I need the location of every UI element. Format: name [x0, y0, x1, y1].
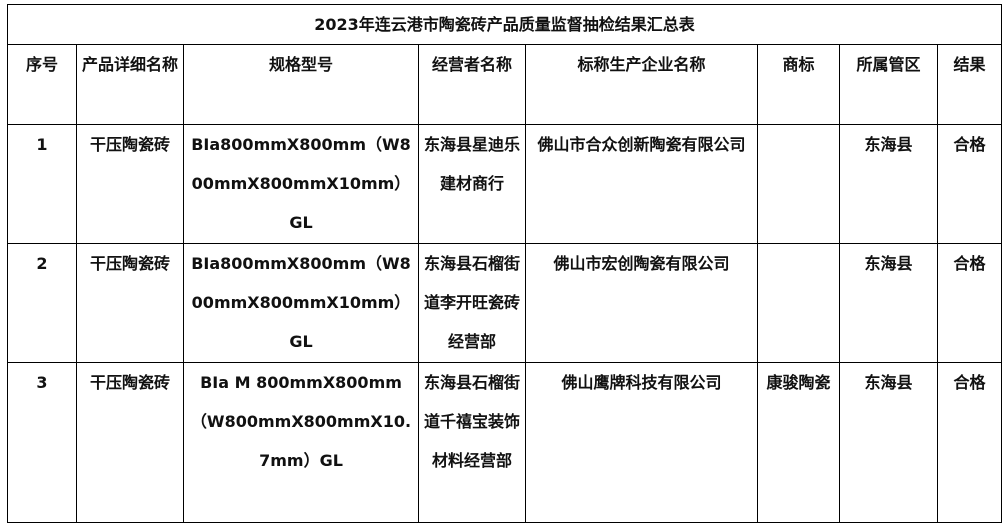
cell-district: 东海县 — [839, 243, 938, 363]
header-cell: 规格型号 — [183, 44, 419, 125]
table-row: 2 干压陶瓷砖 BIa800mmX800mm（W800mmX800mmX10mm… — [7, 243, 1003, 363]
cell-manufacturer: 佛山鹰牌科技有限公司 — [525, 362, 758, 523]
cell-spec: BIa800mmX800mm（W800mmX800mmX10mm）GL — [183, 243, 419, 363]
header-cell: 标称生产企业名称 — [525, 44, 758, 125]
header-cell: 经营者名称 — [418, 44, 526, 125]
cell-result: 合格 — [936, 243, 1003, 363]
header-cell: 结果 — [936, 44, 1003, 125]
cell-index: 1 — [7, 124, 77, 244]
cell-spec: BIa800mmX800mm（W800mmX800mmX10mm）GL — [183, 124, 419, 244]
cell-index: 2 — [7, 243, 77, 363]
cell-product: 干压陶瓷砖 — [76, 362, 184, 523]
cell-product: 干压陶瓷砖 — [76, 243, 184, 363]
cell-brand — [757, 243, 840, 363]
cell-product: 干压陶瓷砖 — [76, 124, 184, 244]
cell-seller: 东海县石榴街道李开旺瓷砖经营部 — [418, 243, 526, 363]
cell-seller: 东海县石榴街道千禧宝装饰材料经营部 — [418, 362, 526, 523]
cell-result: 合格 — [936, 124, 1003, 244]
cell-brand: 康骏陶瓷 — [757, 362, 840, 523]
cell-manufacturer: 佛山市宏创陶瓷有限公司 — [525, 243, 758, 363]
cell-manufacturer: 佛山市合众创新陶瓷有限公司 — [525, 124, 758, 244]
cell-spec: BIa M 800mmX800mm（W800mmX800mmX10.7mm）GL — [183, 362, 419, 523]
header-cell: 商标 — [757, 44, 840, 125]
cell-result: 合格 — [936, 362, 1003, 523]
cell-district: 东海县 — [839, 124, 938, 244]
cell-index: 3 — [7, 362, 77, 523]
table-row: 1 干压陶瓷砖 BIa800mmX800mm（W800mmX800mmX10mm… — [7, 124, 1003, 244]
table-row: 3 干压陶瓷砖 BIa M 800mmX800mm（W800mmX800mmX1… — [7, 362, 1003, 523]
header-cell: 所属管区 — [839, 44, 938, 125]
cell-district: 东海县 — [839, 362, 938, 523]
table-title: 2023年连云港市陶瓷砖产品质量监督抽检结果汇总表 — [6, 4, 1003, 45]
cell-seller: 东海县星迪乐建材商行 — [418, 124, 526, 244]
header-row: 序号 产品详细名称 规格型号 经营者名称 标称生产企业名称 商标 所属管区 结果 — [7, 44, 1003, 125]
cell-brand — [757, 124, 840, 244]
header-cell: 序号 — [7, 44, 77, 125]
results-table: 2023年连云港市陶瓷砖产品质量监督抽检结果汇总表 序号 产品详细名称 规格型号… — [6, 4, 1003, 523]
header-cell: 产品详细名称 — [76, 44, 184, 125]
